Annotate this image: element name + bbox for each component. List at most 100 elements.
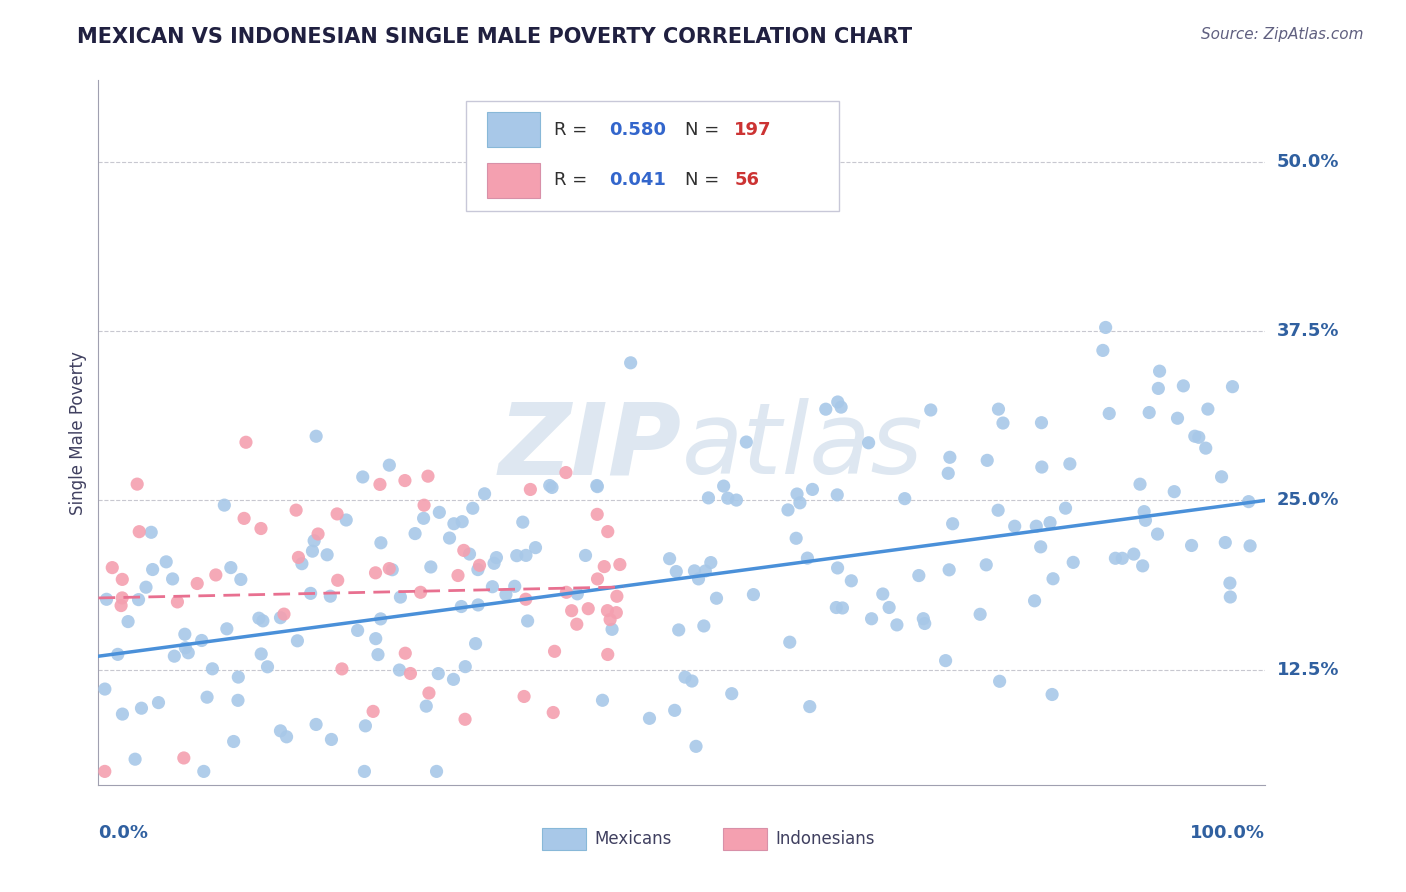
Point [592, 693, 614, 707]
Point [827, 561, 849, 575]
Point [226, 693, 249, 707]
Point [519, 483, 541, 497]
Point [600, 623, 623, 637]
Point [665, 565, 688, 579]
Point [827, 395, 849, 409]
Point [219, 560, 242, 574]
Point [128, 592, 150, 607]
Point [1042, 572, 1064, 586]
Point [389, 590, 412, 604]
Point [987, 402, 1010, 417]
Point [467, 598, 489, 612]
Point [668, 623, 690, 637]
Point [1122, 547, 1144, 561]
Point [229, 573, 252, 587]
Point [307, 527, 329, 541]
Point [1149, 364, 1171, 378]
Point [503, 579, 526, 593]
Point [673, 670, 696, 684]
Point [1166, 411, 1188, 425]
Point [786, 487, 808, 501]
Text: 12.5%: 12.5% [1277, 661, 1339, 679]
Point [574, 549, 596, 563]
Point [683, 564, 706, 578]
Point [458, 547, 481, 561]
Point [464, 637, 486, 651]
Point [586, 572, 609, 586]
Point [302, 533, 325, 548]
Point [1062, 555, 1084, 569]
Text: 0.041: 0.041 [610, 171, 666, 189]
Point [299, 586, 322, 600]
Point [222, 734, 245, 748]
Point [1173, 379, 1195, 393]
Point [416, 469, 439, 483]
Text: 100.0%: 100.0% [1191, 824, 1265, 842]
Point [1163, 484, 1185, 499]
Point [935, 654, 957, 668]
Point [1188, 430, 1211, 444]
Point [451, 515, 474, 529]
Point [173, 627, 195, 641]
Point [427, 505, 450, 519]
Point [1222, 379, 1244, 393]
Point [938, 563, 960, 577]
Point [506, 549, 529, 563]
Point [1146, 527, 1168, 541]
Point [321, 732, 343, 747]
Point [418, 686, 440, 700]
Point [1237, 494, 1260, 508]
Point [247, 611, 270, 625]
Point [609, 558, 631, 572]
Point [467, 563, 489, 577]
Point [1094, 320, 1116, 334]
Point [368, 477, 391, 491]
Point [388, 663, 411, 677]
Point [605, 606, 627, 620]
Point [576, 601, 599, 615]
Point [269, 723, 291, 738]
Point [378, 458, 401, 472]
Point [991, 416, 1014, 430]
Text: 0.0%: 0.0% [98, 824, 149, 842]
Point [688, 572, 710, 586]
Point [482, 557, 505, 571]
Point [370, 612, 392, 626]
Text: R =: R = [554, 120, 592, 139]
Point [413, 498, 436, 512]
Point [720, 687, 742, 701]
Point [443, 673, 465, 687]
Point [353, 764, 375, 779]
Point [779, 635, 801, 649]
Point [877, 600, 900, 615]
Point [177, 646, 200, 660]
Point [195, 690, 218, 705]
Point [1091, 343, 1114, 358]
Text: R =: R = [554, 171, 592, 189]
Point [474, 487, 496, 501]
Point [454, 659, 477, 673]
Text: atlas: atlas [682, 398, 924, 495]
Text: 25.0%: 25.0% [1277, 491, 1339, 509]
Point [174, 640, 197, 655]
Point [555, 585, 578, 599]
Point [1211, 470, 1233, 484]
Point [453, 543, 475, 558]
Point [717, 491, 740, 506]
Point [485, 550, 508, 565]
Point [839, 574, 862, 588]
Point [163, 649, 186, 664]
Point [276, 730, 298, 744]
Point [512, 515, 534, 529]
Point [585, 478, 607, 492]
Point [1195, 441, 1218, 455]
Point [1025, 519, 1047, 533]
Point [596, 604, 619, 618]
Point [801, 483, 824, 497]
Point [111, 573, 134, 587]
Point [1098, 407, 1121, 421]
Point [111, 591, 134, 605]
Point [538, 478, 561, 492]
Point [713, 479, 735, 493]
Text: 56: 56 [734, 171, 759, 189]
